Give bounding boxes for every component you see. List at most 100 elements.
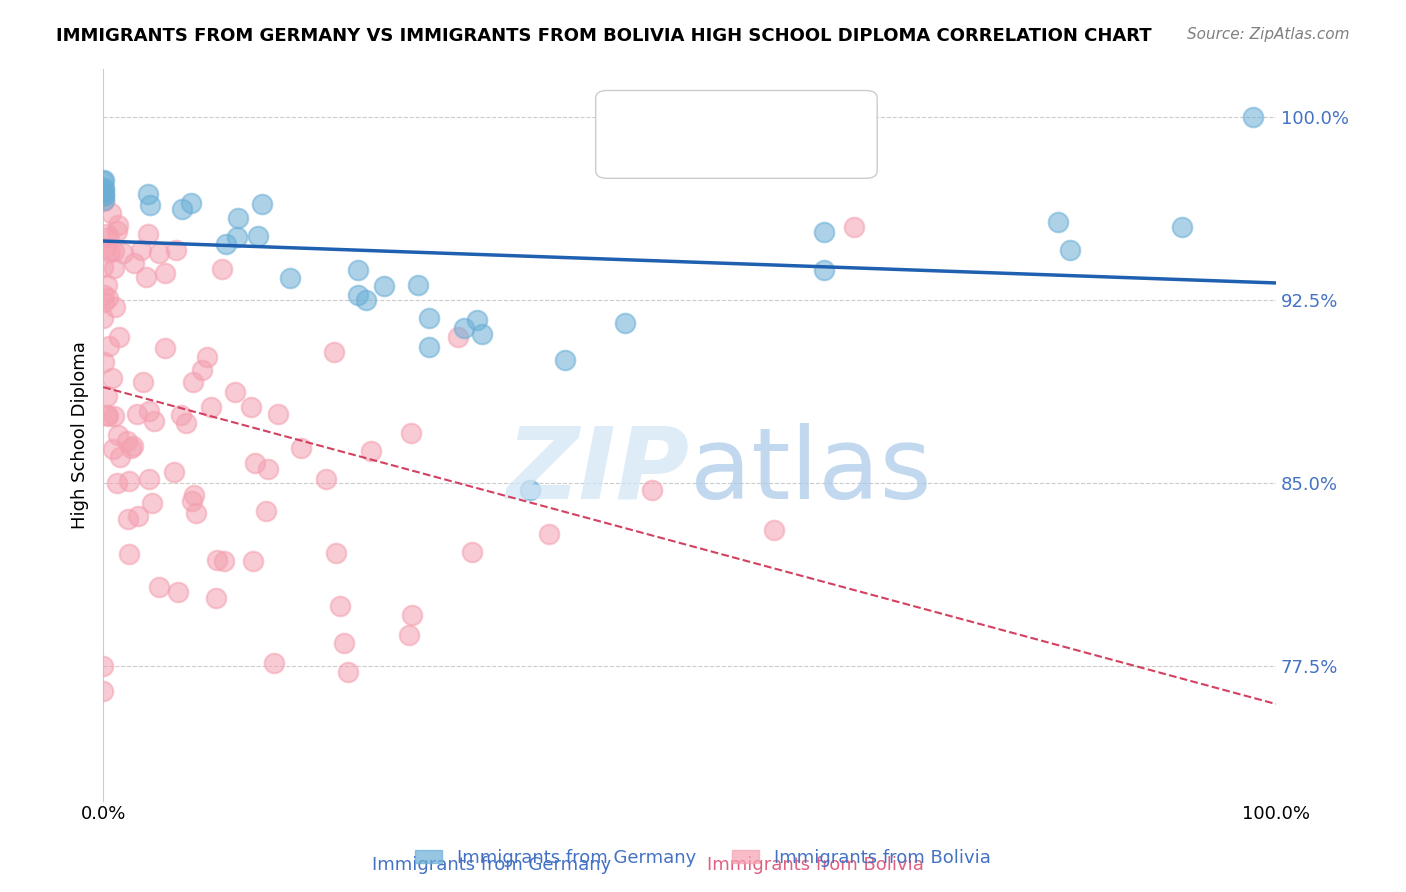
Point: [120, 441, 142, 455]
Point: [127, 508, 149, 523]
Point: [399, 426, 422, 441]
Point: [165, 243, 187, 257]
Point: [215, 236, 238, 251]
Point: [471, 327, 494, 342]
Point: [91, 260, 114, 274]
Point: [118, 547, 141, 561]
Point: [813, 263, 835, 277]
Point: [138, 403, 160, 417]
Point: [93, 184, 115, 198]
Point: [122, 255, 145, 269]
Point: [93, 287, 115, 301]
Point: [105, 476, 128, 491]
Point: [290, 441, 312, 455]
Point: [762, 523, 785, 537]
Point: [96, 227, 118, 242]
Text: IMMIGRANTS FROM GERMANY VS IMMIGRANTS FROM BOLIVIA HIGH SCHOOL DIPLOMA CORRELATI: IMMIGRANTS FROM GERMANY VS IMMIGRANTS FR…: [56, 27, 1152, 45]
Point: [418, 340, 440, 354]
Point: [337, 665, 360, 680]
Point: [461, 545, 484, 559]
Point: [138, 198, 160, 212]
Point: [180, 196, 202, 211]
Point: [181, 494, 204, 508]
Point: [205, 552, 228, 566]
Point: [103, 409, 125, 423]
Point: [263, 656, 285, 670]
Point: [418, 311, 440, 326]
Point: [453, 321, 475, 335]
Y-axis label: High School Diploma: High School Diploma: [72, 341, 89, 528]
Point: [141, 496, 163, 510]
Point: [360, 444, 382, 458]
Point: [225, 229, 247, 244]
Point: [195, 350, 218, 364]
Point: [96, 408, 118, 422]
Point: [93, 194, 115, 208]
Point: [103, 244, 125, 259]
Point: [101, 442, 124, 456]
Point: [191, 363, 214, 377]
Point: [176, 417, 198, 431]
Point: [148, 580, 170, 594]
Point: [107, 218, 129, 232]
FancyBboxPatch shape: [596, 90, 877, 178]
Point: [135, 270, 157, 285]
Point: [96, 389, 118, 403]
Point: [100, 206, 122, 220]
Point: [111, 245, 134, 260]
Point: [148, 246, 170, 260]
Point: [1171, 220, 1194, 235]
Point: [93, 180, 115, 194]
Point: [211, 262, 233, 277]
Point: [136, 227, 159, 242]
Point: [129, 244, 152, 258]
Point: [613, 316, 636, 330]
Point: [153, 341, 176, 355]
Point: [108, 329, 131, 343]
Point: [98, 244, 121, 259]
Point: [347, 288, 370, 302]
Point: [226, 211, 249, 225]
Legend: R = 0.384   N = 41, R = 0.063   N = 93: R = 0.384 N = 41, R = 0.063 N = 93: [614, 100, 859, 167]
Point: [143, 414, 166, 428]
Point: [93, 294, 115, 309]
Point: [537, 527, 560, 541]
Point: [242, 554, 264, 568]
Point: [93, 188, 115, 202]
Point: [325, 546, 347, 560]
Point: [246, 228, 269, 243]
Point: [184, 506, 207, 520]
Point: [117, 434, 139, 449]
Point: [254, 503, 277, 517]
Point: [93, 354, 115, 368]
Text: ZIP: ZIP: [506, 423, 689, 520]
Point: [245, 456, 267, 470]
Point: [554, 352, 576, 367]
Point: [93, 188, 115, 202]
Point: [398, 628, 420, 642]
Point: [91, 683, 114, 698]
Point: [94, 241, 117, 255]
Point: [97, 409, 120, 424]
Point: [181, 376, 204, 390]
Point: [1059, 243, 1081, 257]
Point: [465, 313, 488, 327]
Point: [91, 659, 114, 673]
Point: [125, 407, 148, 421]
Point: [347, 263, 370, 277]
Text: Source: ZipAtlas.com: Source: ZipAtlas.com: [1187, 27, 1350, 42]
Point: [96, 278, 118, 293]
Point: [842, 220, 865, 235]
Point: [121, 439, 143, 453]
Point: [250, 197, 273, 211]
Point: [93, 193, 115, 207]
Point: [117, 512, 139, 526]
Point: [408, 278, 430, 293]
Point: [136, 186, 159, 201]
Point: [101, 370, 124, 384]
Point: [93, 172, 115, 186]
Point: [138, 472, 160, 486]
Point: [1046, 215, 1069, 229]
Point: [240, 401, 263, 415]
Point: [356, 293, 378, 307]
